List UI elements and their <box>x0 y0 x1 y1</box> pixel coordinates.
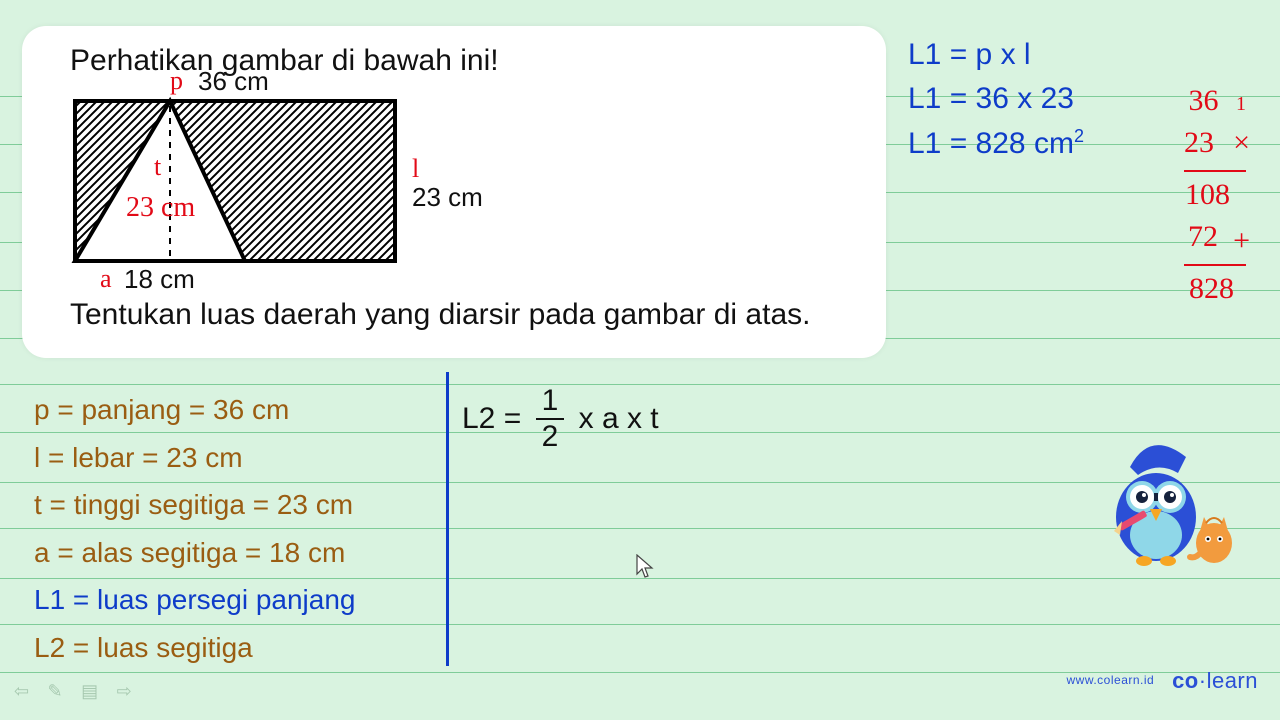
mult-partial-row2: 72 + <box>1184 222 1246 252</box>
mult-carry: 1 <box>1226 93 1246 115</box>
branding: www.colearn.id co·learn <box>1067 668 1258 694</box>
diagram-height-label: 23 cm <box>412 182 483 213</box>
mult-rule2 <box>1184 264 1246 266</box>
vertical-divider <box>446 372 449 666</box>
l2-lhs: L2 = <box>462 402 521 435</box>
mult-rule1 <box>1184 170 1246 172</box>
l2-numerator: 1 <box>536 384 565 420</box>
def-p: p = panjang = 36 cm <box>34 386 355 434</box>
nav-controls: ⇦ ✎ ▤ ⇨ <box>14 681 146 702</box>
diagram-t-label: t <box>154 152 161 182</box>
mult-b-row: 23 × <box>1184 128 1246 158</box>
nav-pen-icon[interactable]: ✎ <box>48 681 63 702</box>
mult-result: 828 <box>1184 274 1246 304</box>
mult-times-sign: × <box>1233 128 1250 158</box>
diagram-l-label: l <box>412 154 419 184</box>
nav-next-icon[interactable]: ⇨ <box>117 681 132 702</box>
l2-fraction: 1 2 <box>536 384 565 454</box>
logo-learn: learn <box>1207 668 1258 693</box>
instruction-text: Perhatikan gambar di bawah ini! <box>70 44 838 78</box>
nav-menu-icon[interactable]: ▤ <box>81 681 98 702</box>
diagram-width-label: 36 cm <box>198 66 269 97</box>
problem-card: Perhatikan gambar di bawah ini! p 36 cm … <box>22 26 886 358</box>
diagram-base-label: 18 cm <box>124 264 195 295</box>
mult-a-row: 36 1 <box>1184 86 1246 116</box>
l2-denominator: 2 <box>536 420 565 454</box>
definitions-block: p = panjang = 36 cm l = lebar = 23 cm t … <box>34 386 355 672</box>
multiplication-working: 36 1 23 × 108 72 + 828 <box>1184 86 1246 316</box>
diagram-t-value: 23 cm <box>126 192 195 224</box>
formula-block: L1 = p x l L1 = 36 x 23 L1 = 828 cm2 <box>908 38 1084 171</box>
branding-url: www.colearn.id <box>1067 673 1155 687</box>
question-text: Tentukan luas daerah yang diarsir pada g… <box>70 298 810 332</box>
diagram-p-label: p <box>170 66 183 96</box>
diagram-a-label: a <box>100 264 112 294</box>
mult-plus-sign: + <box>1233 226 1250 256</box>
diagram-svg <box>70 96 410 271</box>
def-a: a = alas segitiga = 18 cm <box>34 529 355 577</box>
def-t: t = tinggi segitiga = 23 cm <box>34 481 355 529</box>
def-L1: L1 = luas persegi panjang <box>34 576 355 624</box>
formula-line1: L1 = p x l <box>908 38 1084 72</box>
cursor-icon <box>636 554 654 580</box>
def-l: l = lebar = 23 cm <box>34 434 355 482</box>
l2-rest: x a x t <box>579 402 659 435</box>
problem-diagram: p 36 cm l 23 cm t 23 cm a 18 cm <box>70 96 838 306</box>
logo-dot: · <box>1199 668 1207 693</box>
l2-formula: L2 = 1 2 x a x t <box>462 384 659 454</box>
mult-a: 36 <box>1189 84 1219 117</box>
mascot-icon <box>1100 439 1240 574</box>
branding-logo: co·learn <box>1172 668 1258 694</box>
formula-line3: L1 = 828 cm2 <box>908 126 1084 161</box>
logo-co: co <box>1172 668 1199 693</box>
def-L2: L2 = luas segitiga <box>34 624 355 672</box>
mult-partial1: 108 <box>1184 180 1246 210</box>
nav-prev-icon[interactable]: ⇦ <box>14 681 29 702</box>
formula-line2: L1 = 36 x 23 <box>908 82 1084 116</box>
